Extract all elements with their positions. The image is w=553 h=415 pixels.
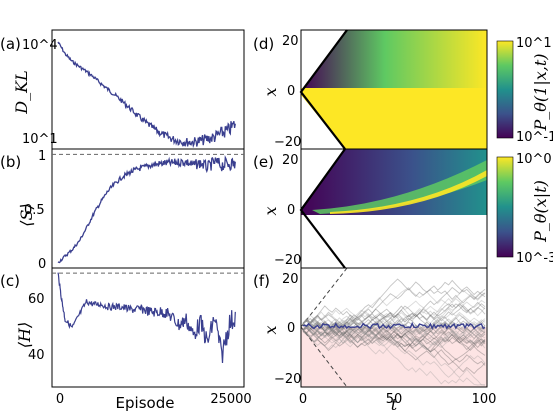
trajectory-line	[302, 312, 486, 334]
trajectory-line	[302, 317, 486, 347]
trajectory-line	[302, 319, 486, 378]
panel-d-label: (d)	[253, 35, 274, 53]
panel-d-colorbar-tick-bottom: 10^-1	[516, 130, 553, 145]
trajectory-line	[302, 318, 486, 338]
panel-d: (d) 20 0 −20 x 10^1 10^-1 P_θ(1|x,t)	[253, 29, 553, 150]
panel-c-xtick-25000: 25000	[210, 392, 251, 407]
panel-f-xtick-0: 0	[299, 392, 307, 407]
trajectory-line	[302, 304, 486, 337]
panel-f: (f) 20 0 −20 x 0 50 100 t	[253, 267, 497, 414]
panel-f-xtick-100: 100	[472, 392, 497, 407]
panel-f-xlabel: t	[391, 395, 398, 414]
panel-a-frame	[51, 29, 245, 150]
panel-f-ytick-20: 20	[282, 272, 299, 287]
trajectory-line	[302, 292, 486, 344]
trajectory-line	[302, 287, 486, 331]
panel-f-trajectories	[302, 278, 486, 386]
panel-e-ytick-0: 0	[287, 203, 295, 218]
trajectory-line	[302, 303, 486, 331]
panel-d-colorbar-tick-top: 10^1	[516, 36, 552, 51]
panel-f-xtick-50: 50	[386, 392, 403, 407]
panel-b-series-line	[57, 155, 236, 264]
trajectory-line	[302, 305, 486, 352]
panel-b-ylabel: ⟨S⟩	[17, 203, 36, 226]
panel-d-ytick-20: 20	[282, 34, 299, 49]
trajectory-line	[302, 314, 486, 348]
trajectory-line	[302, 325, 486, 347]
panel-e-ylabel: x	[261, 206, 280, 215]
trajectory-line	[302, 303, 486, 329]
trajectory-line	[302, 314, 486, 338]
panel-c-ytick-60: 60	[28, 292, 45, 307]
panel-a-ylabel: D_KL	[12, 70, 31, 114]
panel-b-ytick-0: 0	[38, 257, 46, 272]
trajectory-line	[302, 286, 486, 337]
panel-a-ytick-top: 10^4	[22, 38, 58, 53]
trajectory-line	[302, 308, 486, 341]
panel-b-ytick-05: 0.5	[24, 203, 45, 218]
panel-d-ytick-0: 0	[287, 84, 295, 99]
highlighted-trajectory	[302, 321, 486, 330]
trajectory-line	[302, 323, 486, 340]
trajectory-line	[302, 289, 486, 340]
panel-c-frame	[51, 267, 245, 388]
trajectory-line	[302, 278, 486, 333]
panel-c-series-line	[57, 272, 236, 364]
trajectory-line	[302, 312, 486, 343]
trajectory-line	[302, 318, 486, 351]
trajectory-line	[302, 321, 486, 355]
panel-a-series-line	[57, 41, 236, 149]
panel-b-ytick-1: 1	[38, 149, 46, 164]
panel-f-shaded-region	[301, 327, 487, 387]
panel-e-label: (e)	[253, 153, 274, 171]
panel-e-colorbar-tick-top: 10^0	[516, 152, 552, 167]
panel-f-boundary-lower	[300, 326, 348, 388]
panel-b-label: (b)	[0, 153, 21, 171]
trajectory-line	[302, 322, 486, 386]
panel-e-colorbar	[496, 156, 514, 258]
panel-e: (e) 20 0 −20 x 10^0 10^-3 P_θ(x|t)	[253, 148, 553, 269]
panel-d-colorbar	[496, 40, 514, 139]
panel-a-label: (a)	[0, 35, 21, 53]
panel-e-field	[301, 149, 487, 215]
trajectory-line	[302, 319, 486, 353]
panel-f-frame	[300, 267, 488, 388]
panel-c-xtick-0: 0	[56, 392, 64, 407]
trajectory-line	[302, 321, 486, 356]
panel-e-colorbar-tick-bottom: 10^-3	[516, 251, 553, 266]
trajectory-line	[302, 301, 486, 338]
trajectory-line	[302, 309, 486, 386]
trajectory-line	[302, 279, 486, 330]
panel-e-ytick-20: 20	[282, 153, 299, 168]
trajectory-line	[302, 317, 486, 366]
trajectory-line	[302, 324, 486, 375]
trajectory-line	[302, 307, 486, 351]
trajectory-line	[302, 317, 486, 347]
panel-f-boundary-upper	[300, 267, 348, 328]
panel-d-upper-field	[301, 30, 487, 88]
panel-f-ytick-0: 0	[287, 321, 295, 336]
panel-c-label: (c)	[0, 272, 20, 290]
panel-f-ytick-m20: −20	[274, 372, 301, 387]
panel-d-ytick-m20: −20	[274, 135, 301, 150]
panel-e-colorbar-label: P_θ(x|t)	[531, 180, 550, 243]
panel-d-ylabel: x	[261, 87, 280, 96]
panel-d-colorbar-label: P_θ(1|x,t)	[531, 54, 550, 132]
panel-c-ylabel: ⟨H⟩	[15, 322, 34, 348]
panel-b: (b) 1 0.5 0 ⟨S⟩	[0, 148, 245, 272]
trajectory-line	[302, 305, 486, 352]
panel-c-ytick-40: 40	[28, 348, 45, 363]
panel-a: (a) 10^4 10^1 D_KL	[0, 29, 245, 150]
panel-c: (c) 60 40 ⟨H⟩ 0 25000 Episode	[0, 267, 252, 412]
panel-f-ylabel: x	[261, 325, 280, 334]
trajectory-line	[302, 317, 486, 349]
panel-c-xlabel: Episode	[116, 394, 175, 412]
panel-a-ytick-bottom: 10^1	[22, 132, 58, 147]
panel-e-ytick-m20: −20	[274, 253, 301, 268]
panel-f-label: (f)	[253, 272, 270, 290]
trajectory-line	[302, 323, 486, 361]
